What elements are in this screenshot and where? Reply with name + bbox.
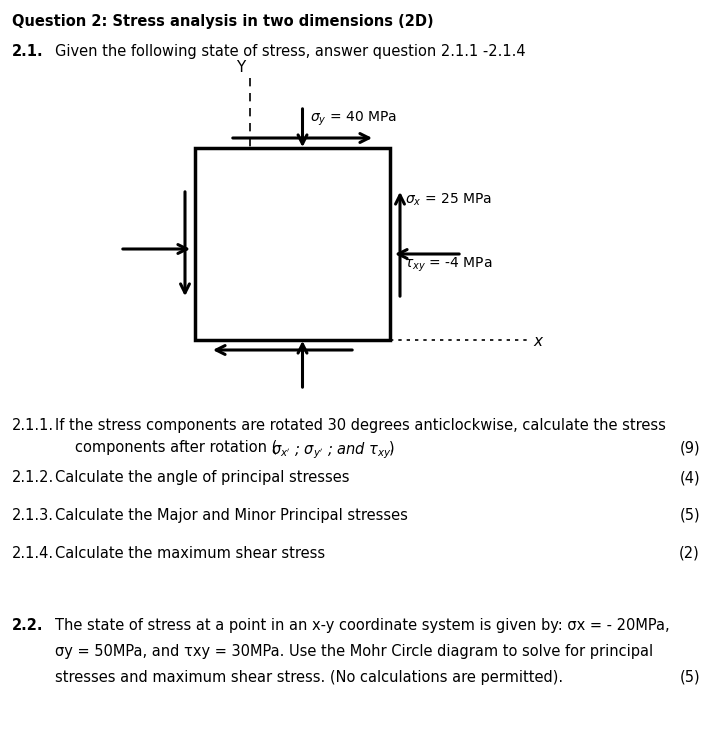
Text: Y: Y <box>236 60 246 75</box>
Text: 2.2.: 2.2. <box>12 618 43 633</box>
Text: Calculate the Major and Minor Principal stresses: Calculate the Major and Minor Principal … <box>55 508 408 523</box>
Text: Question 2: Stress analysis in two dimensions (2D): Question 2: Stress analysis in two dimen… <box>12 14 433 29</box>
Text: $\sigma_x$ = 25 MPa: $\sigma_x$ = 25 MPa <box>405 192 492 209</box>
Text: (5): (5) <box>680 670 700 685</box>
Text: stresses and maximum shear stress. (No calculations are permitted).: stresses and maximum shear stress. (No c… <box>55 670 563 685</box>
Text: The state of stress at a point in an x-y coordinate system is given by: σx = - 2: The state of stress at a point in an x-y… <box>55 618 670 633</box>
Text: 2.1.2.: 2.1.2. <box>12 470 54 485</box>
Text: (5): (5) <box>680 508 700 523</box>
Text: (9): (9) <box>680 440 700 455</box>
Text: $\sigma_y$ = 40 MPa: $\sigma_y$ = 40 MPa <box>310 110 397 128</box>
Text: ): ) <box>389 440 395 455</box>
Text: Calculate the angle of principal stresses: Calculate the angle of principal stresse… <box>55 470 349 485</box>
Text: components after rotation (: components after rotation ( <box>75 440 277 455</box>
Text: Given the following state of stress, answer question 2.1.1 -2.1.4: Given the following state of stress, ans… <box>55 44 526 59</box>
Text: (4): (4) <box>680 470 700 485</box>
Text: x: x <box>533 334 542 349</box>
Text: $\tau_{xy}$ = -4 MPa: $\tau_{xy}$ = -4 MPa <box>404 256 492 274</box>
Text: Calculate the maximum shear stress: Calculate the maximum shear stress <box>55 546 325 561</box>
Text: 2.1.3.: 2.1.3. <box>12 508 54 523</box>
Text: (2): (2) <box>679 546 700 561</box>
Text: 2.1.4.: 2.1.4. <box>12 546 54 561</box>
Text: $\sigma_{x'}$ ; $\sigma_{y'}$ ; $and$ $\tau_{xy'}$: $\sigma_{x'}$ ; $\sigma_{y'}$ ; $and$ $\… <box>271 440 394 461</box>
Text: If the stress components are rotated 30 degrees anticlockwise, calculate the str: If the stress components are rotated 30 … <box>55 418 666 433</box>
Text: 2.1.: 2.1. <box>12 44 44 59</box>
Bar <box>195 148 390 340</box>
Text: σy = 50MPa, and τxy = 30MPa. Use the Mohr Circle diagram to solve for principal: σy = 50MPa, and τxy = 30MPa. Use the Moh… <box>55 644 653 659</box>
Text: 2.1.1.: 2.1.1. <box>12 418 54 433</box>
